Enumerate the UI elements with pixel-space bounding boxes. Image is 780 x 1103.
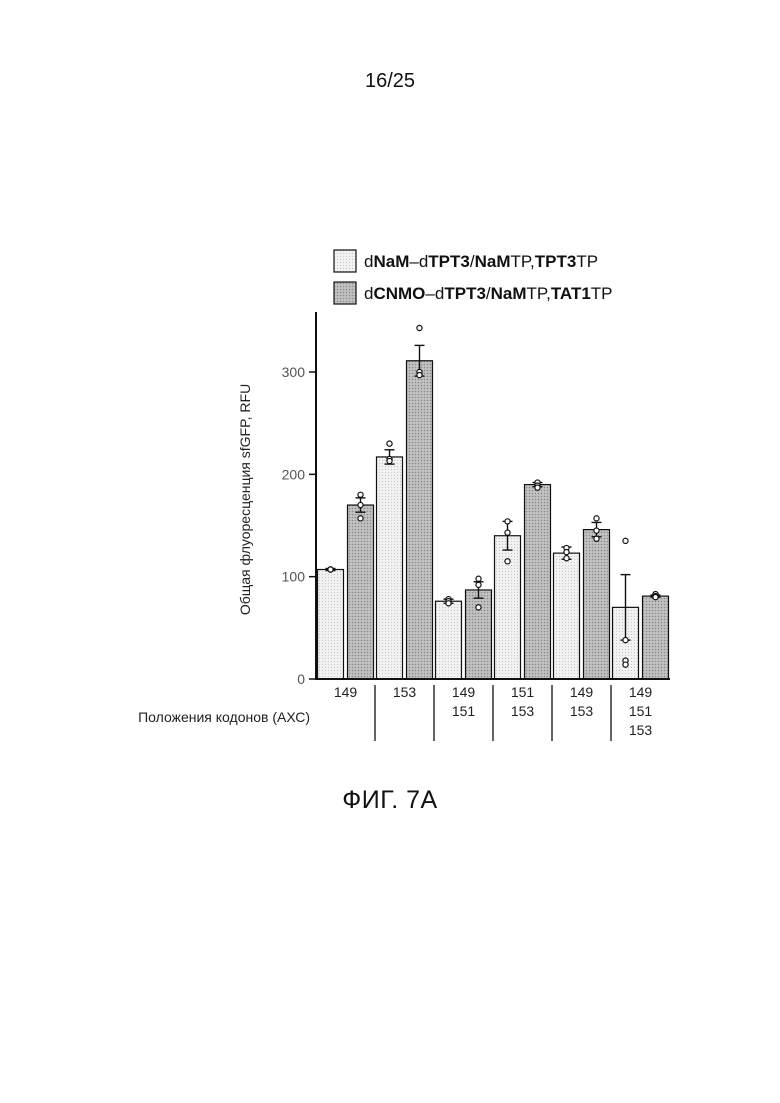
point-s2-c3-1 bbox=[476, 576, 481, 581]
legend-swatch-1 bbox=[334, 250, 356, 272]
bar-s2-c6 bbox=[643, 596, 669, 679]
point-s2-c3-2 bbox=[476, 582, 481, 587]
point-s1-c4-3 bbox=[505, 559, 510, 564]
bar-s1-c4 bbox=[495, 536, 521, 679]
legend-label-1-part-9: TP bbox=[576, 252, 598, 271]
x-category-c3-line-1: 149 bbox=[452, 684, 476, 700]
legend-label-2-part-6: NaM bbox=[491, 284, 527, 303]
bar-s2-c5 bbox=[584, 530, 610, 679]
x-category-c3-line-2: 151 bbox=[452, 703, 476, 719]
figure-caption: ФИГ. 7А bbox=[0, 786, 780, 815]
point-s2-c1-2 bbox=[358, 502, 363, 507]
point-s2-c6-3 bbox=[653, 595, 658, 600]
point-s2-c5-3 bbox=[594, 536, 599, 541]
point-s2-c1-3 bbox=[358, 516, 363, 521]
legend-label-1-part-6: NaM bbox=[475, 252, 511, 271]
legend-label-1-part-4: TPT3 bbox=[428, 252, 470, 271]
x-category-c4-line-1: 151 bbox=[511, 684, 535, 700]
legend-label-1: dNaM–dTPT3/NaMTP,TPT3TP bbox=[364, 252, 598, 271]
x-category-c5-line-1: 149 bbox=[570, 684, 594, 700]
bar-chart: dNaM–dTPT3/NaMTP,TPT3TPdCNMO–dTPT3/NaMTP… bbox=[0, 0, 780, 780]
bar-s2-c2 bbox=[407, 361, 433, 679]
y-axis: 0 100 200 300 Общая флуоресценция sfGFP, RFU bbox=[237, 312, 316, 687]
point-s1-c3-3 bbox=[446, 601, 451, 606]
point-s1-c2-3 bbox=[387, 458, 392, 463]
y-axis-label: Общая флуоресценция sfGFP, RFU bbox=[237, 384, 253, 615]
legend-label-2-part-7: TP, bbox=[527, 284, 551, 303]
bar-s1-c3 bbox=[436, 601, 462, 679]
y-tick-label-100: 100 bbox=[282, 569, 306, 585]
legend-label-2-part-4: TPT3 bbox=[444, 284, 486, 303]
legend-label-2-part-2: CNMO bbox=[373, 284, 425, 303]
legend-label-2-part-1: d bbox=[364, 284, 373, 303]
legend-label-2: dCNMO–dTPT3/NaMTP,TAT1TP bbox=[364, 284, 613, 303]
legend-label-1-part-2: NaM bbox=[373, 252, 409, 271]
point-s1-c4-1 bbox=[505, 519, 510, 524]
legend-label-1-part-1: d bbox=[364, 252, 373, 271]
point-s2-c3-3 bbox=[476, 605, 481, 610]
point-s1-c5-2 bbox=[564, 550, 569, 555]
bar-s2-c1 bbox=[348, 505, 374, 679]
point-s1-c1-3 bbox=[328, 567, 333, 572]
legend-label-2-part-3: –d bbox=[425, 284, 444, 303]
bar-s2-c3 bbox=[466, 590, 492, 679]
legend: dNaM–dTPT3/NaMTP,TPT3TPdCNMO–dTPT3/NaMTP… bbox=[334, 250, 613, 304]
error-bars bbox=[326, 345, 661, 640]
legend-label-1-part-8: TPT3 bbox=[535, 252, 577, 271]
legend-label-2-part-9: TP bbox=[591, 284, 613, 303]
point-s2-c5-2 bbox=[594, 528, 599, 533]
x-category-c6-line-3: 153 bbox=[629, 722, 653, 738]
bar-s2-c4 bbox=[525, 485, 551, 679]
x-category-c5-line-2: 153 bbox=[570, 703, 594, 719]
bar-s1-c2 bbox=[377, 457, 403, 679]
point-s2-c2-3 bbox=[417, 372, 422, 377]
legend-label-1-part-7: TP, bbox=[511, 252, 535, 271]
point-s2-c2-1 bbox=[417, 325, 422, 330]
x-category-c2-line-1: 153 bbox=[393, 684, 417, 700]
legend-label-2-part-8: TAT1 bbox=[551, 284, 591, 303]
legend-swatch-2 bbox=[334, 282, 356, 304]
point-s1-c5-3 bbox=[564, 556, 569, 561]
x-category-c4-line-2: 153 bbox=[511, 703, 535, 719]
point-s1-c6-4 bbox=[623, 662, 628, 667]
x-axis-label: Положения кодонов (АХС) bbox=[138, 709, 310, 725]
bar-s1-c1 bbox=[318, 570, 344, 679]
y-tick-label-200: 200 bbox=[282, 466, 306, 482]
point-s2-c5-1 bbox=[594, 516, 599, 521]
x-category-c6-line-2: 151 bbox=[629, 703, 653, 719]
y-tick-label-0: 0 bbox=[297, 671, 305, 687]
point-s1-c2-1 bbox=[387, 441, 392, 446]
bars bbox=[318, 361, 669, 679]
x-category-c1-line-1: 149 bbox=[334, 684, 358, 700]
point-s1-c4-2 bbox=[505, 530, 510, 535]
bar-s1-c5 bbox=[554, 553, 580, 679]
x-category-c6-line-1: 149 bbox=[629, 684, 653, 700]
legend-label-1-part-3: –d bbox=[409, 252, 428, 271]
point-s1-c6-2 bbox=[623, 638, 628, 643]
point-s2-c4-3 bbox=[535, 485, 540, 490]
x-axis: 149 153 149 151 151 153 149 153 149 151 153 Положен… bbox=[138, 679, 670, 741]
y-tick-label-300: 300 bbox=[282, 364, 306, 380]
point-s1-c6-1 bbox=[623, 538, 628, 543]
point-s2-c1-1 bbox=[358, 492, 363, 497]
